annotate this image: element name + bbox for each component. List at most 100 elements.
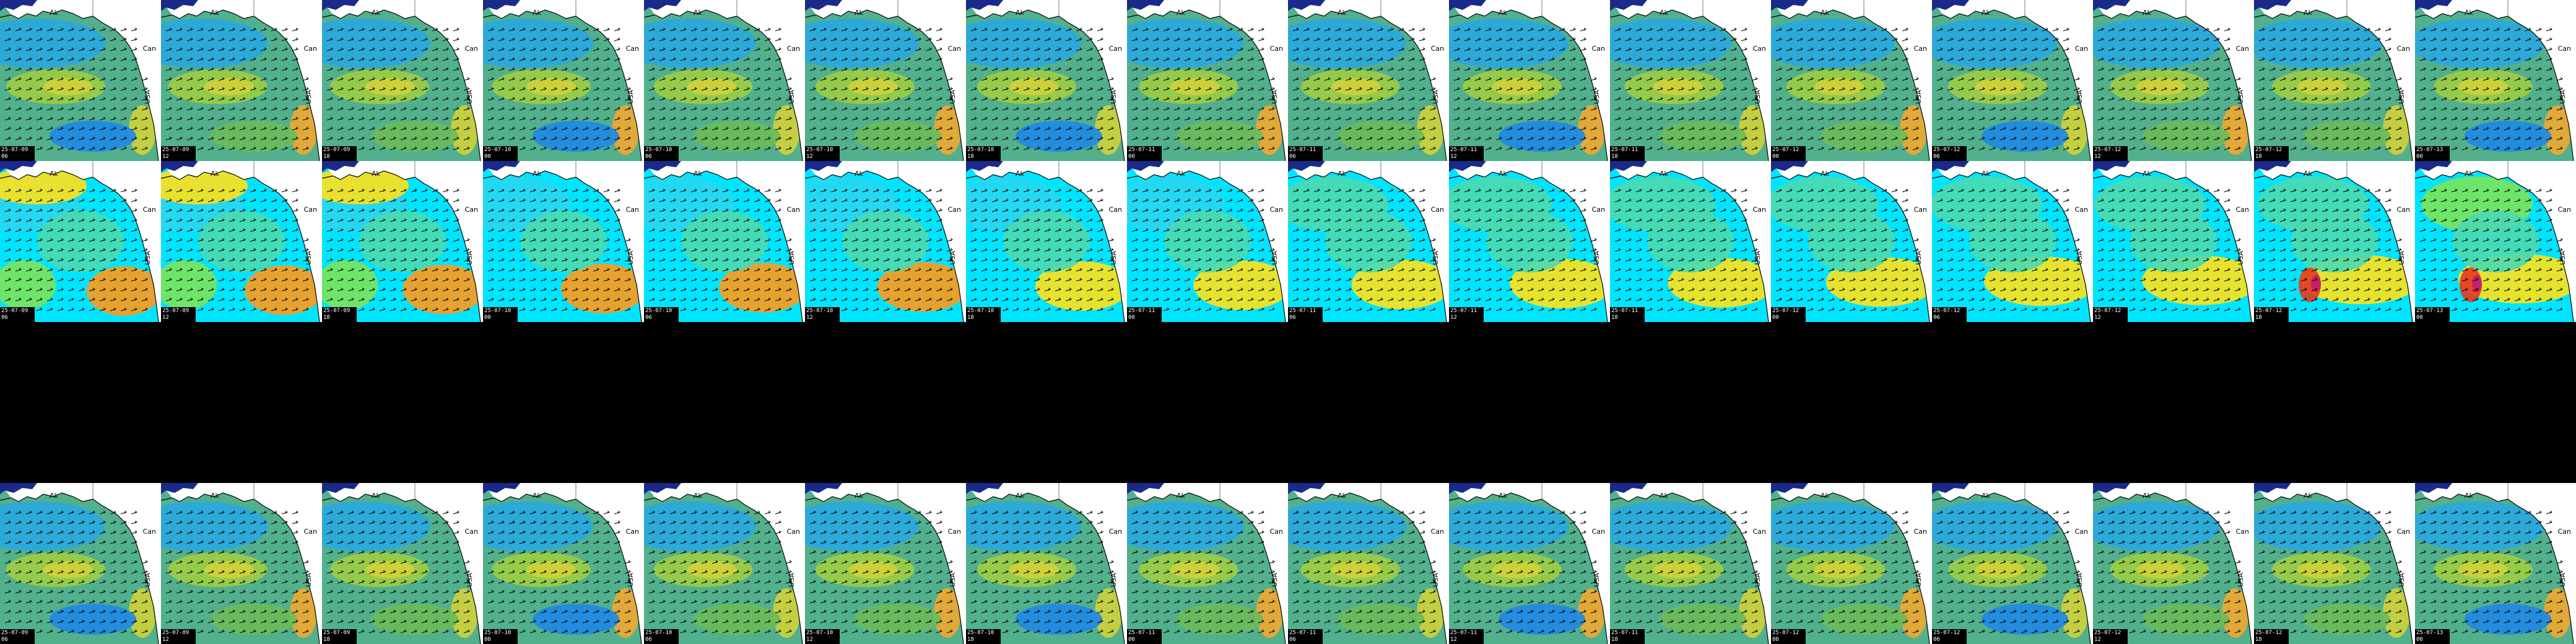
map-tile: Ak Can USA 25-07-10 12 (805, 483, 966, 644)
label-usa: USA (1754, 251, 1762, 265)
timestamp-label: 25-07-09 06 (0, 307, 35, 322)
land-mass (1932, 483, 2093, 644)
label-usa: USA (2559, 90, 2567, 104)
timestamp-label: 25-07-13 00 (2415, 629, 2450, 644)
field-contour (644, 502, 756, 551)
timestamp-date: 25-07-10 (806, 308, 833, 314)
arctic-region (2254, 161, 2291, 172)
arctic-region (1771, 483, 1808, 494)
field-contour (161, 260, 217, 310)
timestamp-hour: 00 (484, 315, 491, 321)
wave-map-svg (0, 483, 161, 644)
label-canada: Can (1430, 528, 1444, 536)
timestamp-hour: 12 (806, 637, 813, 643)
label-canada: Can (1108, 206, 1122, 214)
land-mass (805, 483, 966, 644)
label-canada: Can (142, 206, 156, 214)
timestamp-label: 25-07-12 06 (1932, 307, 1967, 322)
timestamp-hour: 00 (2416, 637, 2423, 643)
timestamp-date: 25-07-10 (645, 308, 672, 314)
timestamp-date: 25-07-09 (323, 308, 350, 314)
wind-arrows (4, 510, 148, 633)
label-usa: USA (788, 90, 796, 104)
wave-map-svg (0, 161, 161, 322)
label-alaska: Ak (2304, 170, 2312, 178)
timestamp-date: 25-07-12 (1772, 147, 1799, 153)
label-usa: USA (1593, 90, 1601, 104)
timestamp-hour: 18 (1611, 637, 1618, 643)
field-contour (43, 78, 93, 95)
timestamp-hour: 18 (967, 315, 974, 321)
wave-map-svg (644, 0, 805, 161)
coastline (2093, 492, 2252, 644)
label-usa: USA (2559, 251, 2567, 265)
coastline (483, 170, 642, 322)
map-tile: Ak Can USA 25-07-11 18 (1610, 161, 1771, 322)
field-contour (1486, 211, 1573, 272)
timestamp-hour: 00 (484, 637, 491, 643)
wind-arrows (1131, 510, 1275, 633)
map-tile: Ak Can USA 25-07-10 12 (805, 0, 966, 161)
wave-map-svg (322, 161, 483, 322)
label-alaska: Ak (1016, 9, 1024, 17)
timestamp-date: 25-07-11 (1128, 308, 1155, 314)
timestamp-hour: 06 (1289, 637, 1296, 643)
timestamp-label: 25-07-09 06 (0, 146, 35, 161)
timestamp-hour: 18 (323, 154, 330, 160)
arctic-region (1610, 161, 1647, 172)
field-contour (848, 561, 898, 578)
label-canada: Can (1269, 528, 1283, 536)
field-contour (2458, 561, 2508, 578)
timestamp-date: 25-07-11 (1289, 630, 1316, 636)
arctic-region (483, 0, 520, 11)
map-tile: Ak Can USA 25-07-10 00 (483, 0, 644, 161)
land-mass (161, 0, 322, 161)
wave-map-svg (1288, 483, 1449, 644)
coastline (1610, 170, 1769, 322)
wind-arrows (2419, 188, 2563, 311)
label-alaska: Ak (1499, 9, 1507, 17)
timestamp-date: 25-07-11 (1289, 147, 1316, 153)
wind-arrows (1936, 510, 2080, 633)
arctic-region (2093, 161, 2130, 172)
timestamp-date: 25-07-10 (484, 308, 511, 314)
map-tile: Ak Can USA 25-07-11 06 (1288, 161, 1449, 322)
timestamp-hour: 00 (1772, 637, 1779, 643)
wave-map-svg (1449, 0, 1610, 161)
timestamp-hour: 12 (1450, 154, 1457, 160)
arctic-region (322, 483, 359, 494)
wave-map-svg (1449, 161, 1610, 322)
label-canada: Can (786, 206, 800, 214)
wave-map-svg (1771, 0, 1932, 161)
label-usa: USA (305, 90, 313, 104)
wind-arrows (2258, 27, 2402, 150)
wind-arrows (809, 510, 953, 633)
field-contour (2311, 275, 2321, 292)
label-alaska: Ak (2304, 492, 2312, 500)
coastline (161, 9, 320, 161)
timestamp-date: 25-07-13 (2416, 308, 2443, 314)
land-mass (1288, 483, 1449, 644)
wind-arrows (2419, 510, 2563, 633)
timestamp-label: 25-07-12 00 (1771, 146, 1806, 161)
wind-arrows (648, 510, 792, 633)
label-usa: USA (1915, 90, 1923, 104)
field-contour (848, 78, 898, 95)
field-contour (805, 502, 919, 551)
arctic-region (161, 483, 198, 494)
field-contour (681, 211, 768, 272)
period-map-row: Ak Can USA 25-07-09 06 Ak Can USA 25-07-09 12 Ak Ca… (0, 161, 2576, 322)
arctic-region (322, 0, 359, 11)
field-contour (359, 211, 446, 272)
timestamp-label: 25-07-12 18 (2254, 307, 2289, 322)
label-usa: USA (2398, 251, 2406, 265)
timestamp-date: 25-07-09 (1, 308, 28, 314)
label-canada: Can (786, 45, 800, 53)
arctic-region (2415, 161, 2452, 172)
field-contour (1653, 78, 1703, 95)
field-contour (687, 561, 737, 578)
timestamp-date: 25-07-12 (1933, 630, 1960, 636)
map-tile: Ak Can USA 25-07-11 00 (1127, 483, 1288, 644)
label-usa: USA (2237, 251, 2245, 265)
label-canada: Can (2557, 206, 2571, 214)
